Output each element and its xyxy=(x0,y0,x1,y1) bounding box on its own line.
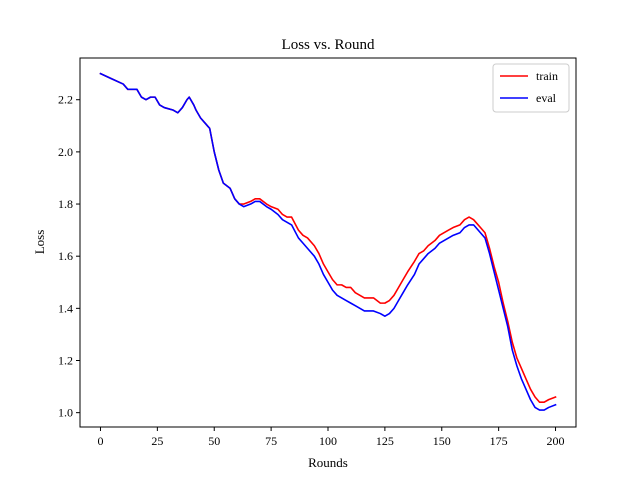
y-tick-label: 1.4 xyxy=(58,301,73,315)
y-tick-label: 1.0 xyxy=(58,406,73,420)
x-tick-label: 175 xyxy=(490,434,508,448)
x-tick-label: 0 xyxy=(97,434,103,448)
legend: train eval xyxy=(492,63,570,113)
legend-label-train: train xyxy=(536,69,558,83)
legend-label-eval: eval xyxy=(536,91,557,105)
y-tick-label: 1.2 xyxy=(58,354,73,368)
chart-title: Loss vs. Round xyxy=(282,37,375,53)
x-tick-label: 50 xyxy=(208,434,220,448)
y-tick-label: 1.6 xyxy=(58,249,73,263)
x-tick-label: 200 xyxy=(547,434,565,448)
y-axis-label: Loss xyxy=(32,230,47,255)
x-axis-label: Rounds xyxy=(308,455,348,470)
y-axis: 1.0 1.2 1.4 1.6 1.8 2.0 2.2 xyxy=(58,93,80,420)
x-tick-label: 150 xyxy=(433,434,451,448)
x-tick-label: 25 xyxy=(151,434,163,448)
y-tick-label: 1.8 xyxy=(58,197,73,211)
x-tick-label: 125 xyxy=(376,434,394,448)
series-layer xyxy=(99,72,557,411)
series-line-eval xyxy=(99,72,557,411)
y-tick-label: 2.0 xyxy=(58,145,73,159)
y-tick-label: 2.2 xyxy=(58,93,73,107)
x-tick-label: 75 xyxy=(265,434,277,448)
x-tick-label: 100 xyxy=(319,434,337,448)
x-axis: 0 25 50 75 100 125 150 175 200 xyxy=(97,427,565,448)
